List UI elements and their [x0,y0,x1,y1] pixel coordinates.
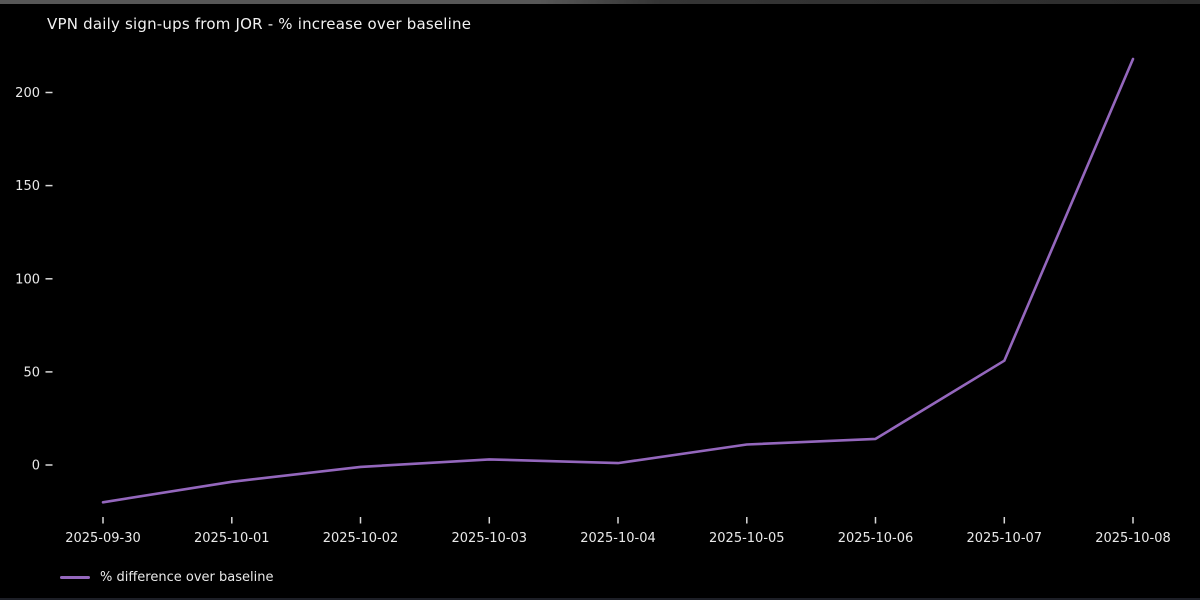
x-tick-label: 2025-10-07 [967,531,1043,546]
window-bottom-edge [0,598,1200,600]
x-tick-label: 2025-10-05 [709,531,785,546]
y-tick-label: 50 [23,365,40,380]
y-tick-label: 0 [32,459,40,474]
x-tick-label: 2025-10-08 [1095,531,1171,546]
y-tick-label: 200 [15,86,40,101]
series-line [101,57,1135,504]
x-tick-label: 2025-10-06 [838,531,914,546]
x-tick-label: 2025-09-30 [65,531,141,546]
x-tick-label: 2025-10-02 [323,531,399,546]
x-tick-label: 2025-10-01 [194,531,270,546]
legend-label: % difference over baseline [100,570,274,585]
y-tick-label: 100 [15,272,40,287]
window-top-edge [0,0,1200,4]
y-tick-label: 150 [15,179,40,194]
legend: % difference over baseline [60,570,273,585]
x-tick-label: 2025-10-03 [452,531,528,546]
chart-title: VPN daily sign-ups from JOR - % increase… [47,15,472,33]
legend-line-swatch [60,575,90,580]
x-tick-label: 2025-10-04 [580,531,656,546]
